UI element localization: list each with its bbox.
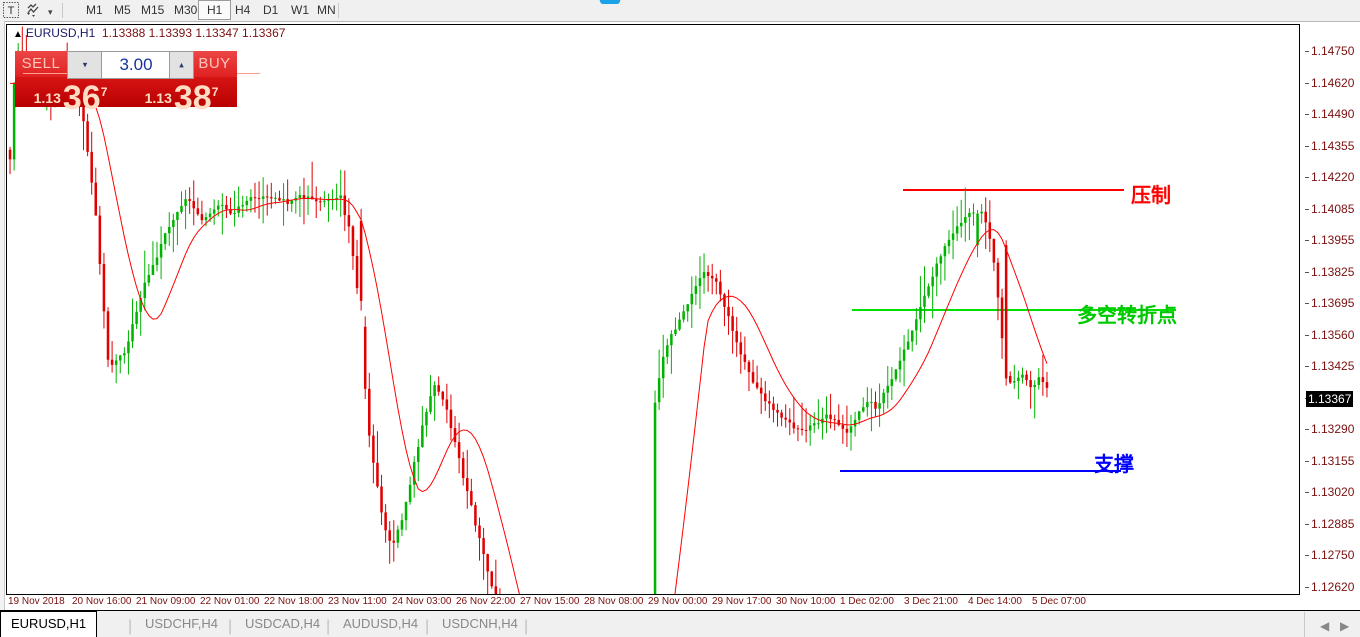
svg-text:T: T [8,5,15,17]
